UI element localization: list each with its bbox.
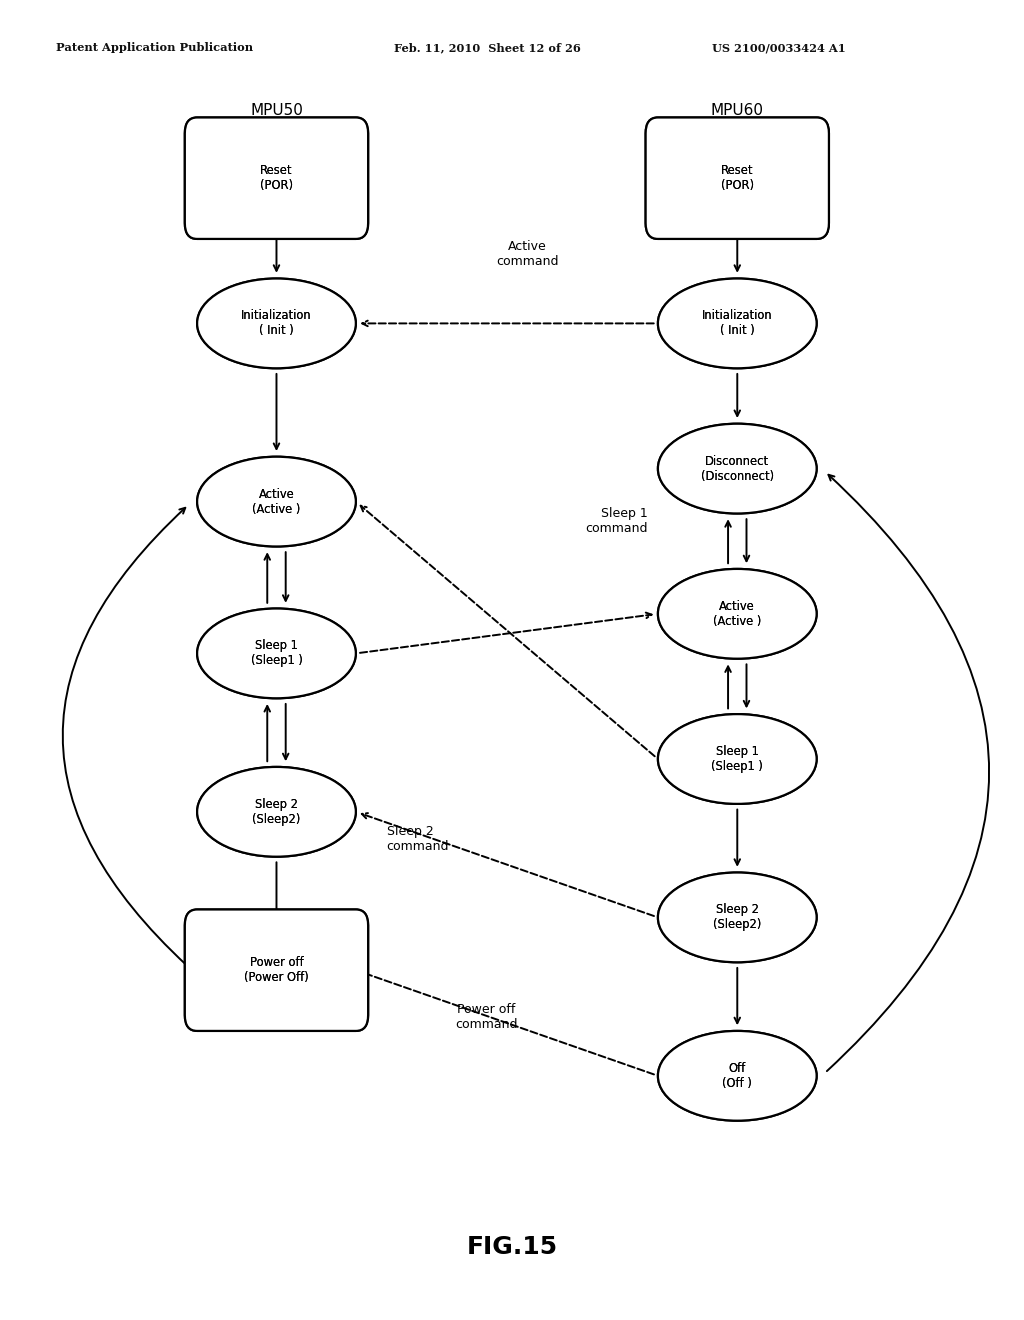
Ellipse shape xyxy=(197,767,356,857)
Text: Sleep 2
command: Sleep 2 command xyxy=(387,825,450,853)
Ellipse shape xyxy=(657,279,817,368)
FancyBboxPatch shape xyxy=(184,117,369,239)
Text: Off
(Off ): Off (Off ) xyxy=(722,1061,753,1090)
FancyBboxPatch shape xyxy=(645,117,828,239)
Text: Disconnect
(Disconnect): Disconnect (Disconnect) xyxy=(700,454,774,483)
FancyBboxPatch shape xyxy=(184,117,369,239)
Ellipse shape xyxy=(657,714,817,804)
Text: Sleep 1
(Sleep1 ): Sleep 1 (Sleep1 ) xyxy=(712,744,763,774)
Text: Reset
(POR): Reset (POR) xyxy=(721,164,754,193)
FancyBboxPatch shape xyxy=(184,909,369,1031)
Text: Sleep 2
(Sleep2): Sleep 2 (Sleep2) xyxy=(252,797,301,826)
Text: Patent Application Publication: Patent Application Publication xyxy=(56,42,254,53)
Text: MPU60: MPU60 xyxy=(711,103,764,119)
Ellipse shape xyxy=(657,424,817,513)
Text: Sleep 1
(Sleep1 ): Sleep 1 (Sleep1 ) xyxy=(251,639,302,668)
Text: Power off
(Power Off): Power off (Power Off) xyxy=(244,956,309,985)
Ellipse shape xyxy=(657,873,817,962)
Ellipse shape xyxy=(657,279,817,368)
Ellipse shape xyxy=(657,569,817,659)
Text: Active
(Active ): Active (Active ) xyxy=(252,487,301,516)
Text: Reset
(POR): Reset (POR) xyxy=(260,164,293,193)
Ellipse shape xyxy=(657,424,817,513)
Ellipse shape xyxy=(197,457,356,546)
FancyBboxPatch shape xyxy=(645,117,828,239)
Text: Sleep 1
(Sleep1 ): Sleep 1 (Sleep1 ) xyxy=(712,744,763,774)
Text: Active
(Active ): Active (Active ) xyxy=(713,599,762,628)
Ellipse shape xyxy=(197,609,356,698)
Ellipse shape xyxy=(197,457,356,546)
Ellipse shape xyxy=(197,279,356,368)
Ellipse shape xyxy=(657,1031,817,1121)
Text: Active
(Active ): Active (Active ) xyxy=(713,599,762,628)
FancyBboxPatch shape xyxy=(184,909,369,1031)
Text: MPU50: MPU50 xyxy=(250,103,303,119)
Text: Initialization
( Init ): Initialization ( Init ) xyxy=(242,309,311,338)
Text: Reset
(POR): Reset (POR) xyxy=(260,164,293,193)
Ellipse shape xyxy=(197,609,356,698)
Text: Initialization
( Init ): Initialization ( Init ) xyxy=(242,309,311,338)
Text: Sleep 2
(Sleep2): Sleep 2 (Sleep2) xyxy=(252,797,301,826)
Text: Power off
command: Power off command xyxy=(455,1003,518,1031)
Text: Sleep 1
(Sleep1 ): Sleep 1 (Sleep1 ) xyxy=(251,639,302,668)
Ellipse shape xyxy=(657,569,817,659)
Ellipse shape xyxy=(197,767,356,857)
Ellipse shape xyxy=(197,279,356,368)
Text: Active
command: Active command xyxy=(496,240,559,268)
Ellipse shape xyxy=(657,714,817,804)
Ellipse shape xyxy=(657,873,817,962)
Text: Off
(Off ): Off (Off ) xyxy=(722,1061,753,1090)
Text: Power off
(Power Off): Power off (Power Off) xyxy=(244,956,309,985)
Ellipse shape xyxy=(657,1031,817,1121)
Text: Reset
(POR): Reset (POR) xyxy=(721,164,754,193)
Text: Feb. 11, 2010  Sheet 12 of 26: Feb. 11, 2010 Sheet 12 of 26 xyxy=(394,42,581,53)
Text: US 2100/0033424 A1: US 2100/0033424 A1 xyxy=(712,42,846,53)
Text: Sleep 2
(Sleep2): Sleep 2 (Sleep2) xyxy=(713,903,762,932)
Text: Disconnect
(Disconnect): Disconnect (Disconnect) xyxy=(700,454,774,483)
Text: FIG.15: FIG.15 xyxy=(467,1236,557,1259)
Text: Initialization
( Init ): Initialization ( Init ) xyxy=(702,309,772,338)
Text: Active
(Active ): Active (Active ) xyxy=(252,487,301,516)
Text: Initialization
( Init ): Initialization ( Init ) xyxy=(702,309,772,338)
Text: Sleep 2
(Sleep2): Sleep 2 (Sleep2) xyxy=(713,903,762,932)
Text: Sleep 1
command: Sleep 1 command xyxy=(585,507,647,535)
